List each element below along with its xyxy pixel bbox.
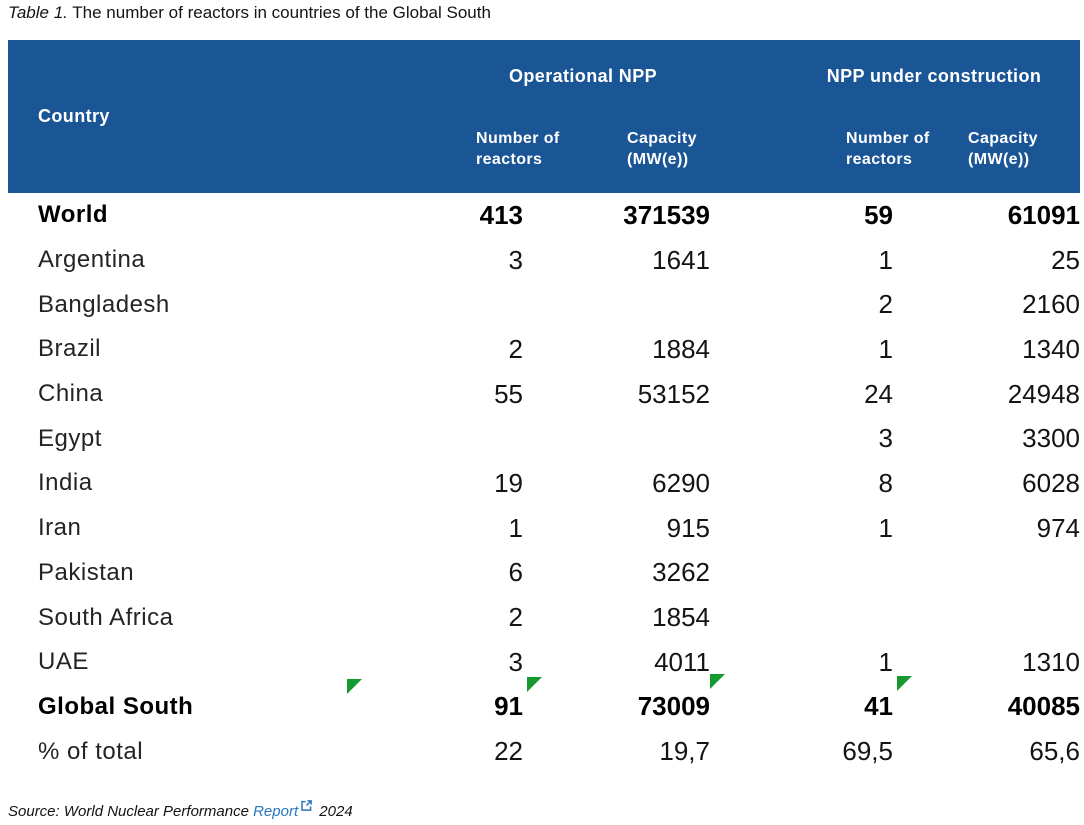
operational-capacity-cell: 915 [666, 512, 710, 543]
construction-capacity-cell: 40085 [1007, 691, 1080, 722]
construction-reactors-cell: 1 [878, 646, 893, 677]
operational-capacity-cell: 1641 [652, 244, 710, 275]
operational-reactors-cell: 2 [508, 602, 523, 633]
table-caption-number: Table 1. [8, 3, 68, 22]
header-construction-number: Number of reactors [846, 130, 930, 168]
operational-capacity-cell: 371539 [623, 199, 710, 230]
operational-capacity-cell: 73009 [637, 691, 710, 722]
construction-reactors-cell: 2 [878, 289, 893, 320]
construction-capacity-cell: 6028 [1022, 467, 1080, 498]
operational-reactors-cell: 6 [508, 557, 523, 588]
country-cell: UAE [38, 648, 89, 676]
table-row: World 413 371539 59 61091 [8, 193, 1080, 238]
report-link[interactable]: Report [253, 803, 299, 820]
construction-reactors-cell: 24 [864, 378, 893, 409]
construction-capacity-cell: 24948 [1007, 378, 1080, 409]
country-cell: Brazil [38, 335, 102, 363]
table-header: Country Operational NPP NPP under constr… [8, 40, 1080, 193]
construction-capacity-cell: 61091 [1007, 199, 1080, 230]
source-prefix: Source: World Nuclear Performance [8, 803, 254, 820]
table-row: Pakistan 6 3262 [8, 551, 1080, 596]
table-caption: Table 1. The number of reactors in count… [8, 3, 491, 23]
source-suffix: 2024 [315, 803, 353, 820]
construction-capacity-cell: 1340 [1022, 333, 1080, 364]
operational-reactors-cell: 91 [494, 691, 523, 722]
table-row: Global South 91 73009 41 40085 [8, 685, 1080, 730]
reactors-table: Country Operational NPP NPP under constr… [8, 40, 1080, 774]
table-row: Iran 1 915 1 974 [8, 506, 1080, 551]
table-row: % of total 22 19,7 69,5 65,6 [8, 729, 1080, 774]
construction-capacity-cell: 3300 [1022, 423, 1080, 454]
table-row: India 19 6290 8 6028 [8, 461, 1080, 506]
operational-reactors-cell: 19 [494, 467, 523, 498]
construction-reactors-cell: 1 [878, 512, 893, 543]
construction-reactors-cell: 1 [878, 333, 893, 364]
construction-capacity-cell: 65,6 [1029, 736, 1080, 767]
external-link-icon [300, 799, 313, 812]
table-row: South Africa 2 1854 [8, 595, 1080, 640]
construction-reactors-cell: 69,5 [842, 736, 893, 767]
header-country: Country [38, 106, 110, 126]
operational-reactors-cell: 3 [508, 244, 523, 275]
operational-capacity-cell: 6290 [652, 467, 710, 498]
table-row: UAE 3 4011 1 1310 [8, 640, 1080, 685]
source-line: Source: World Nuclear Performance Report… [8, 799, 353, 820]
operational-reactors-cell: 2 [508, 333, 523, 364]
header-group-under-construction: NPP under construction [826, 66, 1042, 86]
table-row: Bangladesh 2 2160 [8, 282, 1080, 327]
header-operational-capacity: Capacity (MW(e)) [627, 130, 697, 168]
country-cell: China [38, 380, 104, 408]
table-row: Argentina 3 1641 1 25 [8, 238, 1080, 283]
construction-reactors-cell: 1 [878, 244, 893, 275]
construction-capacity-cell: 974 [1036, 512, 1080, 543]
header-construction-capacity: Capacity (MW(e)) [968, 130, 1038, 168]
country-cell: Bangladesh [38, 290, 170, 318]
construction-capacity-cell: 1310 [1022, 646, 1080, 677]
operational-capacity-cell: 1884 [652, 333, 710, 364]
table-caption-text: The number of reactors in countries of t… [67, 3, 491, 22]
construction-reactors-cell: 3 [878, 423, 893, 454]
construction-reactors-cell: 8 [878, 467, 893, 498]
construction-capacity-cell: 2160 [1022, 289, 1080, 320]
operational-reactors-cell: 3 [508, 646, 523, 677]
country-cell: Iran [38, 514, 82, 542]
header-operational-number: Number of reactors [476, 130, 560, 168]
operational-reactors-cell: 413 [479, 199, 523, 230]
operational-reactors-cell: 22 [494, 736, 523, 767]
country-cell: World [38, 201, 109, 229]
table-row: China 55 53152 24 24948 [8, 372, 1080, 417]
operational-capacity-cell: 19,7 [659, 736, 710, 767]
operational-capacity-cell: 1854 [652, 602, 710, 633]
operational-capacity-cell: 4011 [654, 646, 710, 677]
country-cell: India [38, 469, 93, 497]
operational-capacity-cell: 3262 [652, 557, 710, 588]
construction-reactors-cell: 41 [864, 691, 893, 722]
construction-reactors-cell: 59 [864, 199, 893, 230]
construction-capacity-cell: 25 [1051, 244, 1080, 275]
country-cell: Pakistan [38, 558, 135, 586]
country-cell: % of total [38, 737, 144, 765]
header-group-operational: Operational NPP [508, 66, 658, 86]
table-row: Egypt 3 3300 [8, 416, 1080, 461]
country-cell: Argentina [38, 246, 146, 274]
table-row: Brazil 2 1884 1 1340 [8, 327, 1080, 372]
operational-reactors-cell: 55 [494, 378, 523, 409]
table-body: World 413 371539 59 61091 Argentina 3 16… [8, 193, 1080, 774]
operational-capacity-cell: 53152 [637, 378, 710, 409]
operational-reactors-cell: 1 [508, 512, 523, 543]
country-cell: South Africa [38, 603, 174, 631]
country-cell: Global South [38, 692, 194, 720]
country-cell: Egypt [38, 424, 102, 452]
